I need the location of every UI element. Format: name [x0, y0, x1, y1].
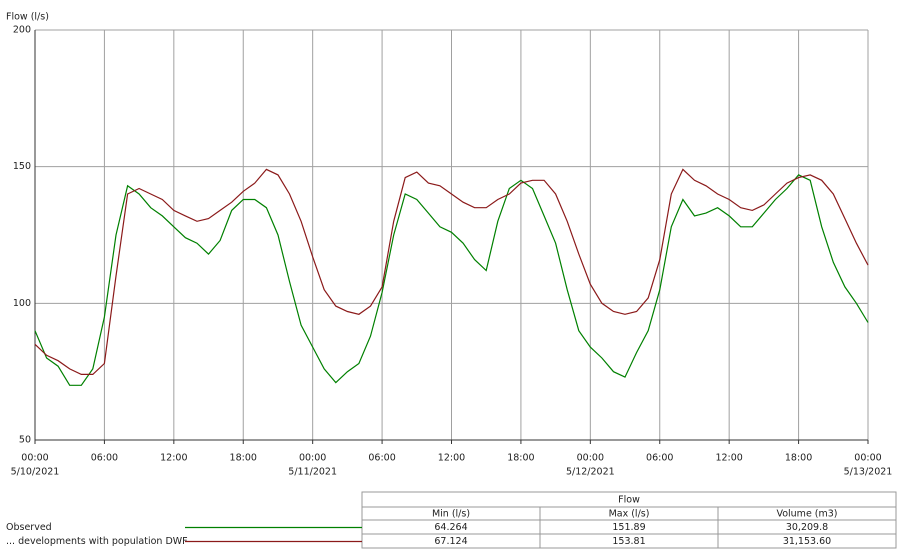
- series-line: [34, 168, 869, 375]
- table-cell: 31,153.60: [783, 536, 831, 547]
- table-cell: 151.89: [612, 522, 645, 533]
- x-tick-label: 00:00: [299, 453, 326, 464]
- x-date-label: 5/10/2021: [11, 467, 60, 478]
- x-tick-label: 00:00: [854, 453, 881, 464]
- table-cell: 30,209.8: [786, 522, 828, 533]
- x-tick-label: 18:00: [785, 453, 812, 464]
- legend-label: ... developments with population DWF: [6, 536, 188, 547]
- x-tick-label: 18:00: [230, 453, 257, 464]
- x-date-label: 5/13/2021: [844, 467, 893, 478]
- table-title: Flow: [618, 495, 640, 506]
- x-tick-label: 06:00: [646, 453, 673, 464]
- y-tick-label: 150: [13, 161, 31, 172]
- x-tick-label: 12:00: [438, 453, 465, 464]
- x-tick-label: 06:00: [91, 453, 118, 464]
- table-header: Max (l/s): [609, 509, 650, 520]
- table-cell: 153.81: [612, 536, 645, 547]
- table-cell: 67.124: [434, 536, 467, 547]
- x-tick-label: 00:00: [577, 453, 604, 464]
- legend-label: Observed: [6, 522, 52, 533]
- table-header: Volume (m3): [776, 509, 837, 520]
- y-tick-label: 50: [19, 435, 31, 446]
- x-tick-label: 18:00: [507, 453, 534, 464]
- y-tick-label: 200: [13, 25, 31, 36]
- y-tick-label: 100: [13, 298, 31, 309]
- table-header: Min (l/s): [432, 509, 470, 520]
- series-line: [34, 174, 869, 386]
- x-tick-label: 00:00: [21, 453, 48, 464]
- x-tick-label: 06:00: [368, 453, 395, 464]
- x-date-label: 5/12/2021: [566, 467, 615, 478]
- x-tick-label: 12:00: [160, 453, 187, 464]
- table-cell: 64.264: [434, 522, 467, 533]
- y-axis-label: Flow (l/s): [6, 12, 49, 23]
- x-date-label: 5/11/2021: [288, 467, 337, 478]
- x-tick-label: 12:00: [715, 453, 742, 464]
